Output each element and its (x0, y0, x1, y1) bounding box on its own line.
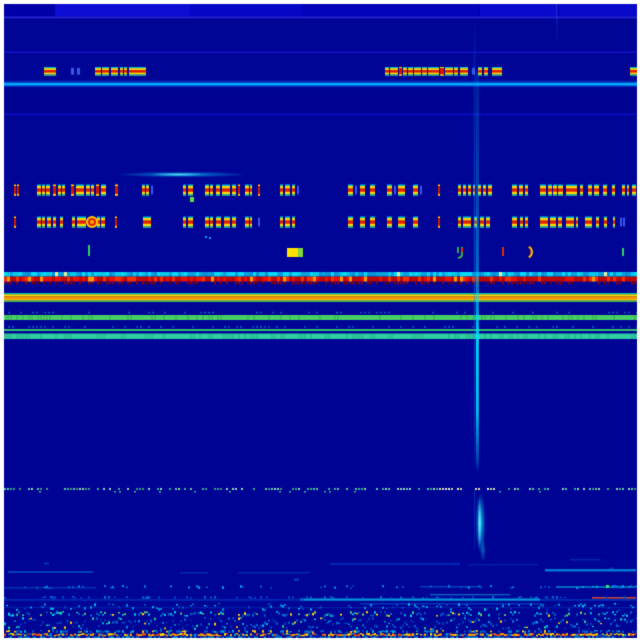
page (0, 0, 640, 640)
spectrogram-canvas (0, 0, 640, 640)
spectrogram-figure (0, 0, 640, 640)
